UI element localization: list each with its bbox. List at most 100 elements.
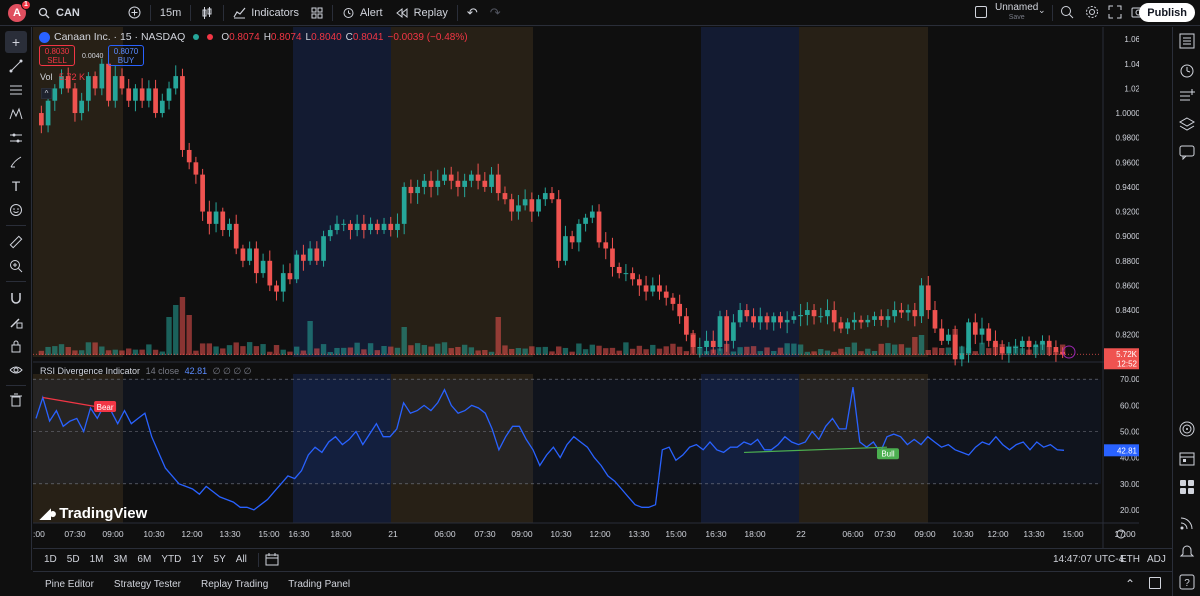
prediction-tool[interactable] xyxy=(5,127,27,149)
timeframe-1m[interactable]: 1M xyxy=(89,554,104,565)
templates-button[interactable] xyxy=(305,0,329,26)
zoom-tool[interactable] xyxy=(5,255,27,277)
apps-button[interactable] xyxy=(1177,477,1197,497)
volume-bar xyxy=(690,333,696,355)
chart-pane[interactable]: 1.06 1.04 1.02 1.0000 0.9800 0.9600 0.9400 0.92… xyxy=(33,27,1139,548)
volume-bar xyxy=(918,335,925,355)
watchlist-button[interactable] xyxy=(1177,31,1197,51)
trendline-tool[interactable] xyxy=(5,55,27,77)
candle-body xyxy=(280,273,286,292)
emoji-tool[interactable] xyxy=(5,199,27,221)
notifications-button[interactable] xyxy=(1177,541,1197,561)
tab-trading-panel[interactable]: Trading Panel xyxy=(288,578,351,590)
alert-button[interactable]: Alert xyxy=(336,0,389,26)
object-tree-button[interactable] xyxy=(1177,86,1197,106)
timeframe-1d[interactable]: 1D xyxy=(44,554,57,565)
collapse-legend-button[interactable]: ^ xyxy=(41,88,52,99)
sell-button[interactable]: 0.8030 SELL xyxy=(39,45,75,66)
candle-body xyxy=(1033,344,1039,347)
replay-button[interactable]: Replay xyxy=(389,0,454,26)
adjust-toggle[interactable]: ADJ xyxy=(1147,554,1166,565)
redo-button[interactable]: ↷ xyxy=(484,0,507,26)
chart-type-button[interactable] xyxy=(194,0,220,26)
candle-body xyxy=(462,180,468,187)
volume-bar xyxy=(1059,344,1066,355)
tab-replay-trading[interactable]: Replay Trading xyxy=(201,578,269,590)
eye-icon xyxy=(9,366,23,374)
candle-body xyxy=(549,193,555,200)
buy-button[interactable]: 0.8070 BUY xyxy=(108,45,144,66)
volume-bar xyxy=(166,317,172,355)
timeframe-5d[interactable]: 5D xyxy=(66,554,80,565)
time-tick-label: 06:00 xyxy=(434,529,456,539)
pattern-tool[interactable] xyxy=(5,103,27,125)
alerts-button[interactable] xyxy=(1177,60,1197,80)
ideas-button[interactable] xyxy=(1177,419,1197,439)
timeframe-3m[interactable]: 3M xyxy=(113,554,128,565)
volume-bar xyxy=(771,351,777,355)
remove-drawings-tool[interactable] xyxy=(5,389,27,411)
volume-bar xyxy=(132,349,139,355)
text-tool[interactable]: T xyxy=(5,175,27,197)
chart-canvas[interactable]: 1.06 1.04 1.02 1.0000 0.9800 0.9600 0.9400 0.92… xyxy=(33,27,1139,548)
volume-label: Vol xyxy=(40,72,53,82)
interval-button[interactable]: 15m xyxy=(159,6,182,19)
undo-button[interactable]: ↶ xyxy=(461,0,484,26)
open-label: O xyxy=(221,31,230,43)
time-tick-label: 22 xyxy=(796,529,806,539)
timeframe-all[interactable]: All xyxy=(235,554,247,565)
publish-button[interactable]: Publish xyxy=(1139,3,1195,22)
volume-bar xyxy=(327,351,333,355)
candle-body xyxy=(65,76,71,89)
quick-search-icon[interactable] xyxy=(1060,5,1074,19)
clock-display[interactable]: 14:47:07 UTC-4 xyxy=(1053,554,1125,565)
hide-drawings-tool[interactable] xyxy=(5,359,27,381)
timeframe-1y[interactable]: 1Y xyxy=(191,554,204,565)
layout-checkbox-icon[interactable] xyxy=(975,6,987,18)
magnet-tool[interactable] xyxy=(5,287,27,309)
user-avatar[interactable]: A 1 xyxy=(8,0,31,22)
session-toggle[interactable]: ETH xyxy=(1120,554,1140,565)
crosshair-tool[interactable]: + xyxy=(5,31,27,53)
rsi-legend[interactable]: RSI Divergence Indicator 14 close 42.81 … xyxy=(40,366,252,377)
volume-bar xyxy=(676,346,683,355)
compare-button[interactable] xyxy=(122,0,147,26)
fib-tool[interactable] xyxy=(5,79,27,101)
stay-drawing-tool[interactable] xyxy=(5,311,27,333)
lock-drawings-tool[interactable] xyxy=(5,335,27,357)
candle-body xyxy=(657,285,662,292)
stream-button[interactable] xyxy=(1177,513,1197,533)
fullscreen-icon[interactable] xyxy=(1108,5,1122,19)
symbol-search[interactable]: CAN xyxy=(32,0,86,26)
gear-icon[interactable] xyxy=(1085,5,1099,19)
volume-bar xyxy=(260,344,266,355)
date-range-icon[interactable] xyxy=(265,553,279,566)
chat-button[interactable] xyxy=(1177,142,1197,162)
volume-bar xyxy=(932,347,938,355)
time-tick-label: 18:00 xyxy=(744,529,766,539)
volume-bar xyxy=(777,347,784,355)
brush-tool[interactable] xyxy=(5,151,27,173)
help-button[interactable]: ? xyxy=(1177,572,1197,592)
collapse-panel-icon[interactable]: ⌃ xyxy=(1125,577,1136,591)
volume-bar xyxy=(179,297,186,355)
maximize-panel-icon[interactable] xyxy=(1149,577,1161,589)
timeframe-6m[interactable]: 6M xyxy=(137,554,152,565)
candle-body xyxy=(354,223,360,231)
timeframe-5y[interactable]: 5Y xyxy=(213,554,226,565)
chevron-down-icon[interactable]: ⌄ xyxy=(1038,5,1046,15)
layout-name-button[interactable]: Unnamed Save xyxy=(995,3,1038,23)
top-toolbar: A 1 CAN 15m Indicators Alert xyxy=(0,0,1200,26)
measure-tool[interactable] xyxy=(5,231,27,253)
candle-body xyxy=(912,310,918,317)
volume-bar xyxy=(905,347,911,355)
layers-button[interactable] xyxy=(1177,114,1197,134)
calendar-button[interactable] xyxy=(1177,448,1197,468)
candle-body xyxy=(415,186,420,194)
legend-title[interactable]: Canaan Inc. · 15 · NASDAQ xyxy=(54,31,186,43)
timeframe-ytd[interactable]: YTD xyxy=(161,554,182,565)
indicators-button[interactable]: Indicators xyxy=(227,0,305,26)
time-tick-label: 16:30 xyxy=(705,529,727,539)
tab-strategy-tester[interactable]: Strategy Tester xyxy=(113,578,181,590)
tab-pine-editor[interactable]: Pine Editor xyxy=(45,578,94,590)
